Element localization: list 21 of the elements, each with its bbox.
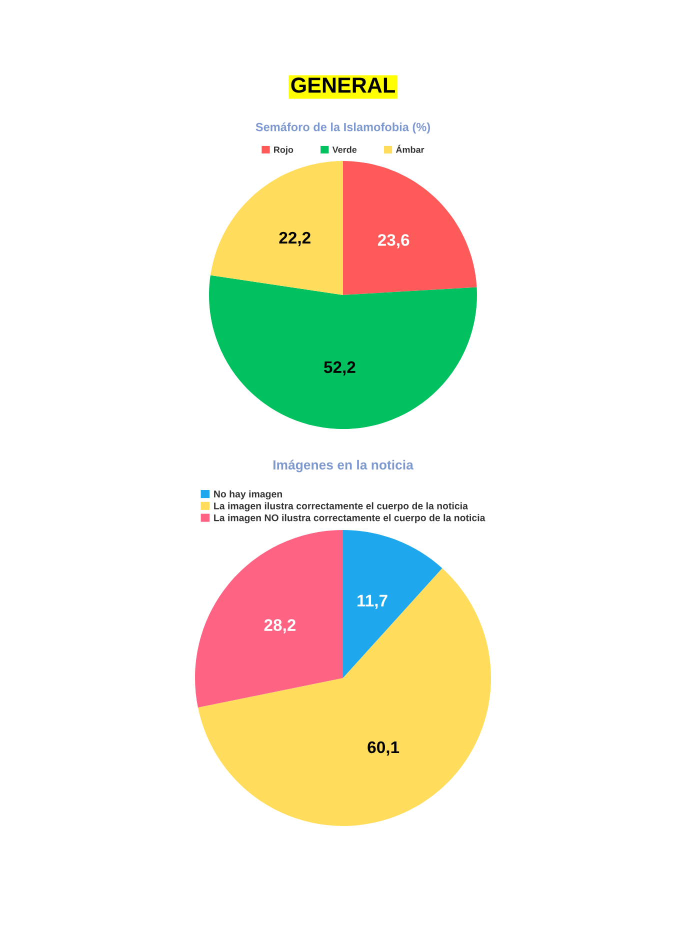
chart-title: Imágenes en la noticia [273,460,414,472]
pie-slice [343,161,477,295]
chart-title: Semáforo de la Islamofobia (%) [256,122,430,134]
data-label: 60,1 [368,741,400,756]
pie-slice [343,530,442,678]
data-label: 28,2 [264,619,296,634]
data-label: 23,6 [378,234,410,248]
legend-label: No hay imagen [214,490,282,500]
pie-slice [210,161,343,295]
legend-label: Rojo [274,146,294,155]
legend-label: Verde [332,146,357,153]
pie-slice [198,568,491,826]
legend-label: La imagen ilustra correctamente el cuerpo de la noticia [214,502,468,512]
text: GENERAL [291,78,395,93]
data-label: 11,7 [358,594,388,609]
pie-slice [195,530,343,708]
data-label: 52,2 [324,361,356,376]
legend-label: Ámbar [396,144,424,153]
data-label: 22,2 [279,232,310,246]
pie-slice [209,275,477,429]
legend-label: La imagen NO ilustra correctamente el cuerpo de la noticia [214,514,486,524]
